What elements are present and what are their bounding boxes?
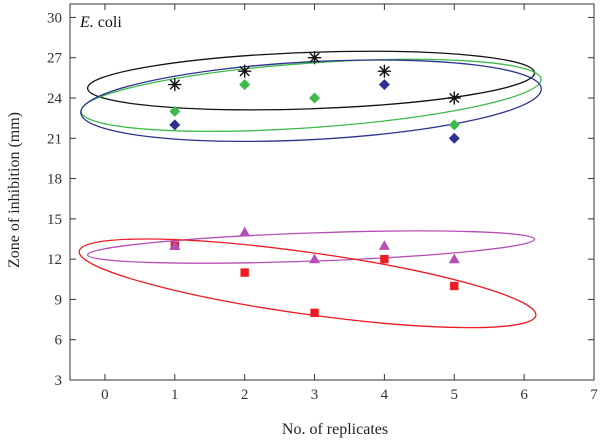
point-triangle-s5-4 [378, 240, 390, 250]
panel-label: E. coli [79, 14, 122, 31]
point-diamond-s2-2 [378, 79, 390, 91]
x-tick-label-3: 3 [311, 387, 319, 403]
x-tick-label-0: 0 [101, 387, 109, 403]
point-diamond-s3-4 [448, 119, 460, 131]
point-asterisk-s1-1 [168, 77, 182, 92]
point-square-s4-3 [310, 308, 319, 318]
point-diamond-s3-3 [309, 92, 321, 104]
marks-layer [168, 51, 461, 318]
point-asterisk-s1-5 [447, 91, 461, 105]
point-diamond-s3-2 [239, 79, 251, 91]
grouping-ellipse-5 [78, 238, 537, 329]
x-tick-label-1: 1 [171, 387, 179, 403]
x-tick-label-7: 7 [590, 387, 598, 403]
plot-frame [69, 3, 595, 381]
x-axis-title: No. of replicates [282, 421, 388, 438]
x-tick-label-6: 6 [520, 387, 528, 403]
point-asterisk-s1-4 [377, 64, 392, 78]
point-square-s4-5 [450, 281, 459, 291]
point-triangle-s5-5 [448, 253, 460, 264]
point-diamond-s2-3 [448, 132, 460, 144]
y-tick-label-27: 27 [47, 51, 63, 67]
y-tick-label-30: 30 [47, 10, 62, 26]
y-tick-label-6: 6 [55, 333, 63, 349]
panel-label-rest: coli [94, 14, 123, 31]
y-tick-label-21: 21 [47, 131, 62, 147]
y-tick-label-12: 12 [47, 252, 62, 268]
point-asterisk-s1-3 [307, 51, 322, 65]
point-diamond-s3-1 [169, 105, 181, 117]
y-axis-title: Zone of inhibition (mm) [6, 112, 23, 268]
x-tick-label-2: 2 [241, 387, 249, 403]
point-triangle-s5-3 [309, 253, 321, 264]
panel-label-italic: E. [79, 14, 94, 31]
y-tick-label-18: 18 [47, 172, 62, 188]
point-triangle-s5-2 [239, 226, 251, 237]
ellipses-layer [78, 50, 542, 329]
grouping-ellipse-3 [80, 59, 542, 143]
point-square-s4-2 [240, 268, 249, 277]
point-square-s4-4 [380, 254, 389, 264]
x-tick-label-5: 5 [451, 387, 459, 403]
x-tick-label-4: 4 [381, 387, 389, 403]
y-tick-label-9: 9 [55, 292, 63, 308]
y-tick-label-24: 24 [47, 91, 63, 107]
point-diamond-s2-1 [169, 119, 181, 131]
point-triangle-s5-1 [169, 240, 181, 250]
point-asterisk-s1-2 [237, 64, 252, 78]
y-tick-label-3: 3 [55, 373, 63, 389]
y-tick-label-15: 15 [47, 212, 62, 228]
